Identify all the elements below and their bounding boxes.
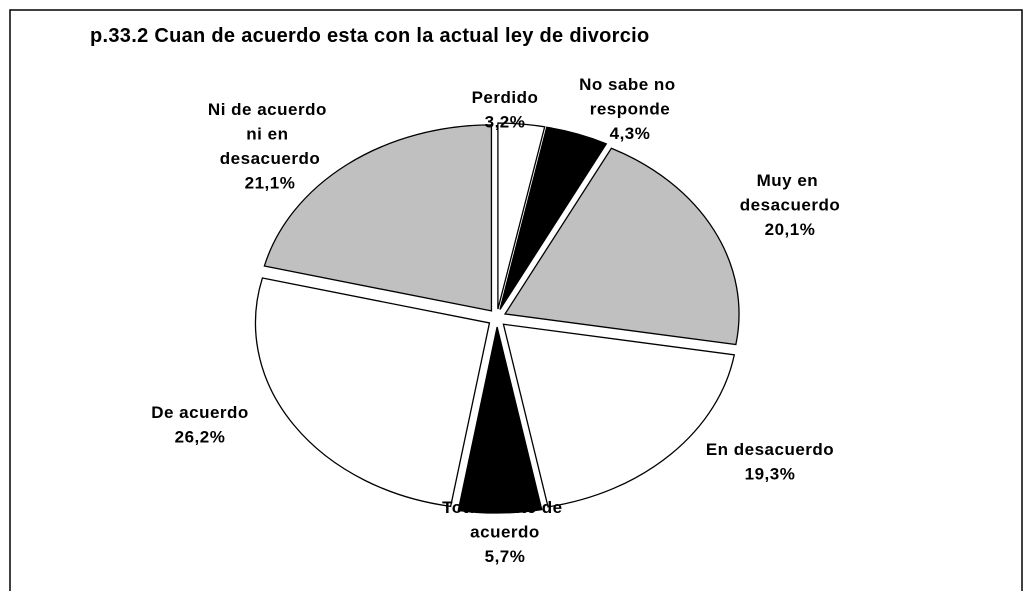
slice-value-label: 5,7% bbox=[485, 547, 526, 566]
pie-slice bbox=[263, 124, 493, 312]
slice-value-label: 4,3% bbox=[610, 124, 651, 143]
slice-label: En desacuerdo bbox=[706, 440, 834, 459]
slice-value-label: 3,2% bbox=[485, 113, 526, 132]
slice-label: No sabe no responde bbox=[579, 75, 681, 119]
pie-slice bbox=[497, 122, 546, 310]
pie-slice bbox=[503, 147, 740, 346]
pie-slice bbox=[499, 126, 608, 310]
pie-slice bbox=[502, 323, 736, 508]
slice-label: Muy en desacuerdo bbox=[740, 171, 840, 215]
slice-label: Ni de acuerdo ni en desacuerdo bbox=[208, 100, 332, 168]
slice-value-label: 21,1% bbox=[245, 174, 296, 193]
slice-label: Perdido bbox=[472, 88, 539, 107]
chart-title: p.33.2 Cuan de acuerdo esta con la actua… bbox=[90, 25, 650, 47]
slice-value-label: 19,3% bbox=[745, 465, 796, 484]
pie-slice bbox=[254, 277, 491, 508]
chart-border bbox=[9, 9, 1023, 591]
slice-label: De acuerdo bbox=[151, 403, 249, 422]
slice-value-label: 20,1% bbox=[765, 220, 816, 239]
slice-value-label: 26,2% bbox=[175, 428, 226, 447]
pie-slice bbox=[457, 326, 543, 514]
slice-label: Totalmente de acuerdo bbox=[442, 498, 568, 542]
